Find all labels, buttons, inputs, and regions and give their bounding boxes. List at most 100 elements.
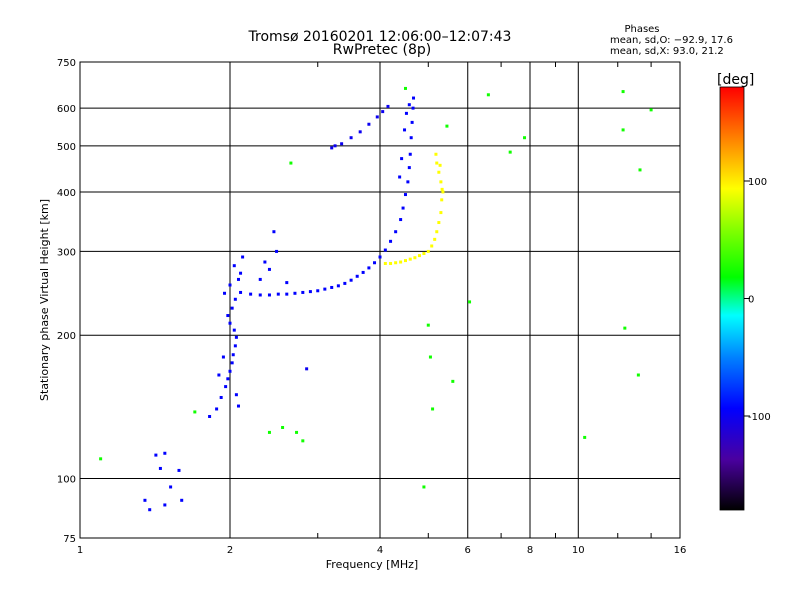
colorbar-label: [deg] <box>717 72 754 88</box>
data-point-s5-12 <box>451 379 455 383</box>
data-point-s1-12 <box>226 314 230 318</box>
data-point-s4-20 <box>434 152 438 156</box>
data-point-s2-14 <box>349 278 353 282</box>
data-point-s2-7 <box>301 290 305 294</box>
y-tick-label: 400 <box>57 188 76 199</box>
data-point-s5-10 <box>428 355 432 359</box>
data-point-s4-13 <box>437 221 441 225</box>
x-tick-label: 2 <box>227 545 233 556</box>
data-point-s4-22 <box>441 190 445 194</box>
data-point-s0-4 <box>169 485 173 489</box>
data-point-s2-12 <box>336 284 340 288</box>
data-point-s5-6 <box>289 161 293 165</box>
data-point-s3-9 <box>305 367 309 371</box>
data-point-s1-22 <box>217 373 221 377</box>
data-point-s4-8 <box>422 251 426 255</box>
chart-title: Tromsø 20160201 12:06:00–12:07:43 <box>248 29 512 45</box>
data-point-s1-1 <box>215 407 219 411</box>
chart-subtitle: RwPretec (8p) <box>333 42 431 58</box>
data-point-s5-16 <box>583 435 587 439</box>
x-tick-label: 10 <box>572 545 585 556</box>
data-point-s1-0 <box>208 414 212 418</box>
data-point-s4-15 <box>440 198 444 202</box>
data-point-s1-4 <box>226 377 230 381</box>
data-point-s4-19 <box>435 161 439 165</box>
data-point-s2-35 <box>403 128 407 132</box>
data-point-s2-31 <box>411 106 415 110</box>
data-point-s2-10 <box>323 287 327 291</box>
x-tick-label: 6 <box>465 545 471 556</box>
colorbar-tick-label: 100 <box>748 177 767 188</box>
data-point-s2-9 <box>316 289 320 293</box>
data-point-s1-3 <box>224 385 228 389</box>
data-point-s2-2 <box>258 293 262 297</box>
data-point-s1-8 <box>233 344 237 348</box>
data-point-s5-15 <box>523 136 527 140</box>
grid-lines <box>80 62 680 538</box>
data-point-s5-9 <box>426 323 430 327</box>
data-point-s0-5 <box>143 498 147 502</box>
data-point-s0-6 <box>163 503 167 507</box>
data-point-s5-0 <box>99 457 103 461</box>
data-point-s3-5 <box>375 115 379 119</box>
legend-line-o: mean, sd,O: −92.9, 17.6 <box>610 35 733 46</box>
x-tick-label: 1 <box>77 545 83 556</box>
data-point-s5-1 <box>193 410 197 414</box>
data-point-s2-16 <box>361 270 365 274</box>
data-point-s5-11 <box>431 407 435 411</box>
data-point-s3-8 <box>333 144 337 148</box>
data-point-s1-11 <box>228 321 232 325</box>
data-point-s2-39 <box>285 281 289 285</box>
data-point-s2-19 <box>378 255 382 259</box>
data-point-s5-8 <box>422 485 426 489</box>
data-point-s4-11 <box>433 237 437 241</box>
data-point-s5-23 <box>486 93 490 97</box>
data-point-s2-17 <box>367 266 371 270</box>
data-point-s3-2 <box>349 136 353 140</box>
data-point-s2-4 <box>276 292 280 296</box>
data-point-s4-18 <box>437 170 441 174</box>
data-point-s4-5 <box>408 257 412 261</box>
data-point-s1-6 <box>230 361 234 365</box>
data-point-s1-2 <box>219 395 223 399</box>
data-point-s5-22 <box>649 108 653 112</box>
data-point-s1-16 <box>228 283 232 287</box>
data-point-s3-3 <box>358 130 362 134</box>
data-point-s3-4 <box>367 122 371 126</box>
x-axis-label: Frequency [MHz] <box>326 558 418 571</box>
x-tick-label: 8 <box>527 545 533 556</box>
data-point-s2-8 <box>308 290 312 294</box>
data-point-s0-3 <box>177 468 181 472</box>
y-tick-label: 500 <box>57 142 76 153</box>
data-point-s2-32 <box>412 96 416 100</box>
y-tick-label: 100 <box>57 475 76 486</box>
data-point-s2-28 <box>408 152 412 156</box>
x-tick-label: 16 <box>674 545 687 556</box>
data-point-s1-9 <box>234 335 238 339</box>
data-point-s3-1 <box>340 142 344 146</box>
data-point-s5-17 <box>621 90 625 94</box>
data-point-s1-15 <box>223 291 227 295</box>
legend-line-x: mean, sd,X: 93.0, 21.2 <box>610 46 724 57</box>
data-point-s1-18 <box>239 271 243 275</box>
x-tick-label: 4 <box>377 545 383 556</box>
data-point-s0-8 <box>148 508 152 512</box>
data-point-s2-11 <box>330 285 334 289</box>
data-point-s4-4 <box>403 259 407 263</box>
colorbar-ticks: 100 0 -100 <box>744 177 771 423</box>
data-point-s2-0 <box>239 290 243 294</box>
data-point-s1-14 <box>233 297 237 301</box>
data-point-s2-38 <box>258 277 262 281</box>
y-tick-label: 75 <box>63 534 76 545</box>
data-point-s4-9 <box>426 249 430 253</box>
data-point-s4-10 <box>430 244 434 248</box>
data-point-s5-4 <box>295 430 299 434</box>
data-point-s2-15 <box>355 274 359 278</box>
data-point-s3-7 <box>386 104 390 108</box>
data-point-s3-6 <box>381 110 385 114</box>
data-point-s4-14 <box>439 211 443 215</box>
y-tick-label: 750 <box>57 58 76 69</box>
data-point-s5-5 <box>301 439 305 443</box>
data-point-s0-0 <box>154 453 158 457</box>
data-point-s4-6 <box>413 256 417 260</box>
